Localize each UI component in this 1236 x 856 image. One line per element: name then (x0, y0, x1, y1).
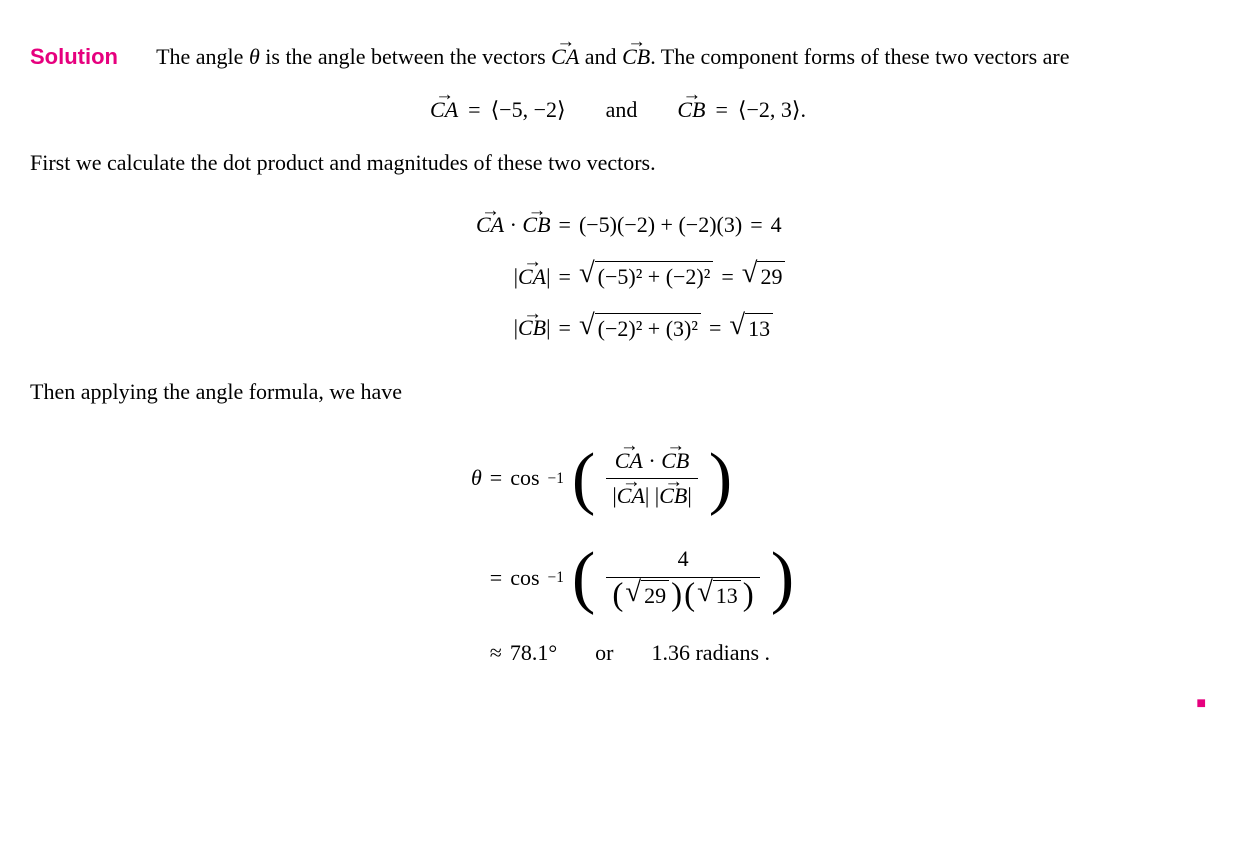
equals-10: = (490, 563, 502, 594)
dp-CA: CA (476, 210, 504, 241)
mag-CB-vec: CB (518, 313, 546, 344)
period: . (765, 640, 771, 665)
approx-deg: 78.1° (510, 638, 557, 669)
den-sqrt-b: 13 (713, 580, 741, 612)
mag-CB-val: 13 (745, 313, 773, 345)
equals-3: = (559, 210, 571, 241)
rparen-3: ) (671, 581, 682, 611)
rparen-1: ) (709, 447, 732, 510)
solution-label: Solution (30, 44, 118, 69)
cos-exp-1: −1 (548, 468, 564, 490)
mag-CA-expr: (−5)² + (−2)² (595, 261, 714, 293)
computation-block: CA · CB = (−5)(−2) + (−2)(3) = 4 |CA| = … (30, 200, 1206, 354)
CA-components: ⟨−5, −2⟩ (491, 95, 566, 126)
sqrt-icon-3: √ (579, 313, 595, 339)
theta-symbol: θ (249, 44, 260, 69)
abs-r-1: | (546, 264, 550, 289)
angle-formula-line-2: = cos −1 ( 4 ( √ 29 ) ( √ 13 ) (442, 544, 794, 612)
numeric-num: 4 (672, 544, 695, 577)
sqrt-icon-6: √ (697, 580, 713, 606)
abs-r-3: | (645, 483, 649, 508)
or-label: or (595, 638, 613, 669)
den-CB: CB (659, 481, 687, 512)
equals-7: = (559, 313, 571, 344)
component-form-equation: CA = ⟨−5, −2⟩ and CB = ⟨−2, 3⟩. (30, 95, 1206, 126)
dp-expr: (−5)(−2) + (−2)(3) (579, 210, 742, 241)
lparen-4: ( (684, 581, 695, 611)
frac-dot: · (648, 448, 655, 473)
mag-CA-line: |CA| = √ (−5)² + (−2)² = √ 29 (451, 261, 786, 293)
abs-r-4: | (687, 483, 691, 508)
vector-CA: CA (551, 42, 579, 73)
vector-CB: CB (622, 42, 650, 73)
sqrt-icon-4: √ (729, 313, 745, 339)
sqrt-CB-val: √ 13 (729, 313, 773, 345)
mag-CA-vec: CA (518, 262, 546, 293)
rparen-2: ) (771, 546, 794, 609)
dp-CB: CB (522, 210, 550, 241)
equals-5: = (559, 262, 571, 293)
sqrt-CB-expr: √ (−2)² + (3)² (579, 313, 701, 345)
intro-text-1: The angle (156, 44, 249, 69)
cos-exp-2: −1 (548, 567, 564, 589)
angle-formula-block: θ = cos −1 ( CA · CB |CA| |CB| ) = cos −1 (30, 430, 1206, 679)
calc-paragraph: First we calculate the dot product and m… (30, 148, 1206, 179)
sqrt-icon-5: √ (625, 580, 641, 606)
cos-label-2: cos (510, 563, 539, 594)
symbolic-fraction: CA · CB |CA| |CB| (606, 446, 697, 513)
equals-1: = (468, 95, 480, 126)
equals-9: = (490, 463, 502, 494)
den-sqrt-a: 29 (641, 580, 669, 612)
cos-label-1: cos (510, 463, 539, 494)
lparen-2: ( (572, 546, 595, 609)
equals-2: = (715, 95, 727, 126)
approx-rad: 1.36 radians (651, 640, 759, 665)
intro-paragraph: Solution The angle θ is the angle betwee… (30, 42, 1206, 73)
dot-sym: · (510, 212, 517, 237)
angle-formula-line-3: ≈ 78.1° or 1.36 radians . (442, 638, 770, 669)
mag-CB-expr: (−2)² + (3)² (595, 313, 701, 345)
vector-CB-lhs: CB (677, 95, 705, 126)
sqrt-CA-val: √ 29 (742, 261, 786, 293)
sqrt-icon-2: √ (742, 261, 758, 287)
den-CA: CA (617, 481, 645, 512)
lparen-3: ( (612, 581, 623, 611)
equals-8: = (709, 313, 721, 344)
vector-CA-lhs: CA (430, 95, 458, 126)
equals-6: = (721, 262, 733, 293)
intro-text-2: is the angle between the vectors (260, 44, 551, 69)
mag-CB-line: |CB| = √ (−2)² + (3)² = √ 13 (451, 313, 774, 345)
intro-text-4: . The component forms of these two vecto… (650, 44, 1069, 69)
theta-lhs: θ (442, 463, 482, 494)
angle-formula-line-1: θ = cos −1 ( CA · CB |CA| |CB| ) (442, 446, 732, 513)
rparen-4: ) (743, 581, 754, 611)
approx-sym: ≈ (490, 638, 502, 669)
mag-CA-val: 29 (757, 261, 785, 293)
end-marker-icon: ■ (1196, 693, 1206, 715)
numeric-fraction: 4 ( √ 29 ) ( √ 13 ) (606, 544, 759, 612)
apply-paragraph: Then applying the angle formula, we have (30, 377, 1206, 408)
intro-text-3: and (579, 44, 622, 69)
lparen-1: ( (572, 447, 595, 510)
abs-r-2: | (546, 315, 550, 340)
sqrt-CA-expr: √ (−5)² + (−2)² (579, 261, 713, 293)
and-label: and (606, 95, 638, 126)
sqrt-icon-1: √ (579, 261, 595, 287)
CB-components: ⟨−2, 3⟩ (738, 97, 801, 122)
equals-4: = (750, 210, 762, 241)
dot-product-line: CA · CB = (−5)(−2) + (−2)(3) = 4 (451, 210, 782, 241)
dp-val: 4 (771, 210, 782, 241)
